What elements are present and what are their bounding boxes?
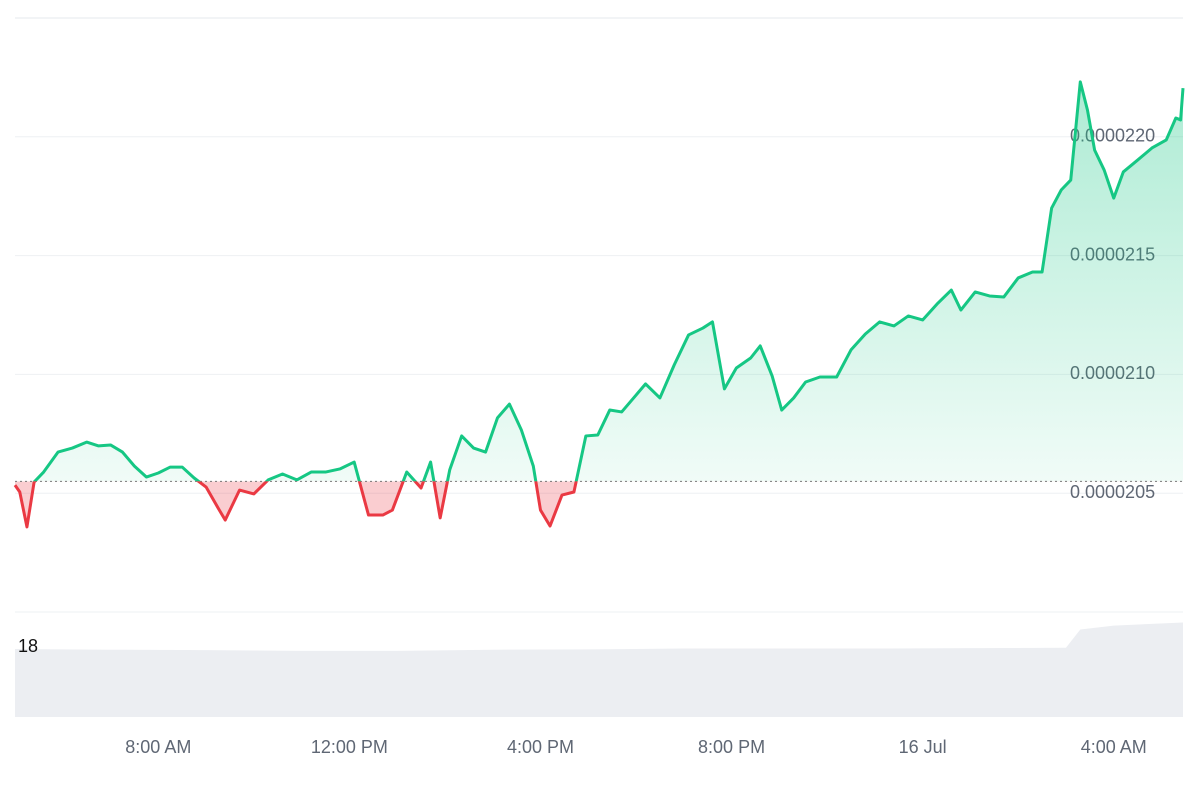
area-up xyxy=(15,81,1183,482)
x-tick-label: 8:00 PM xyxy=(698,737,765,757)
x-tick-label: 16 Jul xyxy=(899,737,947,757)
x-tick-label: 12:00 PM xyxy=(311,737,388,757)
volume-area xyxy=(15,622,1183,717)
price-line-up xyxy=(32,80,1185,482)
x-tick-label: 8:00 AM xyxy=(125,737,191,757)
x-tick-label: 4:00 PM xyxy=(507,737,574,757)
volume-tick-label: 18 xyxy=(18,636,38,656)
y-tick-label: 0.0000205 xyxy=(1070,482,1155,502)
x-tick-label: 4:00 AM xyxy=(1081,737,1147,757)
